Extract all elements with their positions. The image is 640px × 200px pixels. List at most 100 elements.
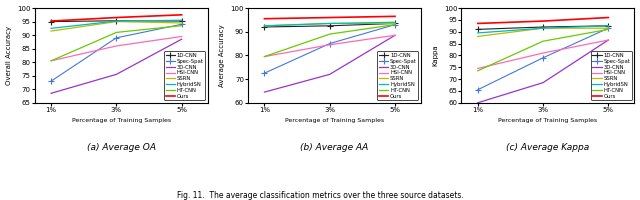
Text: (a) Average OA: (a) Average OA — [87, 143, 156, 152]
Line: 1D-CNN: 1D-CNN — [475, 23, 611, 32]
HSI-CNN — [47, 60, 55, 62]
HybridSN — [605, 25, 612, 27]
HSI-CNN — [178, 35, 186, 38]
Line: HT-CNN: HT-CNN — [478, 29, 609, 71]
Line: HSI-CNN: HSI-CNN — [478, 40, 609, 68]
3D-CNN — [605, 39, 612, 41]
Line: HT-CNN: HT-CNN — [264, 25, 395, 57]
Ours — [540, 20, 547, 22]
Legend: 1D-CNN, Spec-Spat, 3D-CNN, HSI-CNN, SSRN, HybridSN, HT-CNN, Ours: 1D-CNN, Spec-Spat, 3D-CNN, HSI-CNN, SSRN… — [164, 51, 205, 100]
Line: Spec-Spat: Spec-Spat — [49, 22, 184, 84]
Line: 3D-CNN: 3D-CNN — [264, 35, 395, 92]
3D-CNN — [47, 92, 55, 94]
Ours — [47, 20, 55, 22]
HybridSN — [113, 20, 120, 22]
SSRN — [474, 35, 482, 38]
HSI-CNN — [326, 44, 333, 46]
Line: 1D-CNN: 1D-CNN — [49, 18, 184, 24]
HT-CNN — [605, 28, 612, 31]
HybridSN — [260, 25, 268, 27]
Line: Spec-Spat: Spec-Spat — [262, 22, 398, 76]
HSI-CNN — [540, 52, 547, 54]
HybridSN — [326, 22, 333, 25]
X-axis label: Percentage of Training Samples: Percentage of Training Samples — [285, 118, 384, 123]
1D-CNN — [178, 20, 186, 22]
1D-CNN — [326, 25, 333, 27]
HybridSN — [178, 19, 186, 21]
HT-CNN — [326, 33, 333, 35]
SSRN — [391, 22, 399, 25]
Ours — [178, 14, 186, 16]
HT-CNN — [391, 23, 399, 26]
HSI-CNN — [260, 55, 268, 58]
Spec-Spat — [391, 23, 399, 26]
Line: SSRN: SSRN — [478, 28, 609, 36]
Spec-Spat — [113, 37, 120, 39]
Line: Ours: Ours — [478, 18, 609, 23]
Line: HybridSN: HybridSN — [478, 26, 609, 33]
Line: 1D-CNN: 1D-CNN — [262, 21, 398, 30]
Line: HSI-CNN: HSI-CNN — [264, 35, 395, 57]
HybridSN — [391, 21, 399, 23]
Ours — [260, 18, 268, 20]
3D-CNN — [260, 91, 268, 93]
Line: HybridSN: HybridSN — [264, 22, 395, 26]
X-axis label: Percentage of Training Samples: Percentage of Training Samples — [72, 118, 171, 123]
Ours — [326, 16, 333, 19]
HybridSN — [47, 27, 55, 30]
Spec-Spat — [540, 57, 547, 59]
HSI-CNN — [113, 45, 120, 47]
Line: Ours: Ours — [264, 16, 395, 19]
Line: HT-CNN: HT-CNN — [51, 26, 182, 61]
Spec-Spat — [178, 23, 186, 25]
Legend: 1D-CNN, Spec-Spat, 3D-CNN, HSI-CNN, SSRN, HybridSN, HT-CNN, Ours: 1D-CNN, Spec-Spat, 3D-CNN, HSI-CNN, SSRN… — [378, 51, 419, 100]
1D-CNN — [391, 22, 399, 25]
Spec-Spat — [47, 80, 55, 82]
Spec-Spat — [605, 27, 612, 29]
HT-CNN — [178, 24, 186, 27]
HybridSN — [540, 27, 547, 29]
1D-CNN — [113, 20, 120, 22]
3D-CNN — [474, 102, 482, 104]
HSI-CNN — [605, 39, 612, 41]
Line: HybridSN: HybridSN — [51, 20, 182, 28]
Y-axis label: Average Accuracy: Average Accuracy — [219, 24, 225, 87]
Text: Fig. 11.  The average classification metrics over the three source datasets.: Fig. 11. The average classification metr… — [177, 191, 463, 200]
Spec-Spat — [474, 89, 482, 91]
Text: (c) Average Kappa: (c) Average Kappa — [506, 143, 589, 152]
Spec-Spat — [326, 42, 333, 45]
Ours — [474, 22, 482, 25]
3D-CNN — [178, 38, 186, 40]
Line: SSRN: SSRN — [51, 22, 182, 31]
HybridSN — [474, 32, 482, 34]
3D-CNN — [326, 73, 333, 76]
SSRN — [540, 27, 547, 29]
SSRN — [605, 27, 612, 29]
3D-CNN — [540, 81, 547, 84]
3D-CNN — [391, 34, 399, 36]
HT-CNN — [474, 70, 482, 72]
Ours — [113, 16, 120, 19]
Y-axis label: Kappa: Kappa — [432, 45, 438, 66]
Line: Ours: Ours — [51, 15, 182, 21]
Spec-Spat — [260, 72, 268, 74]
1D-CNN — [540, 26, 547, 28]
X-axis label: Percentage of Training Samples: Percentage of Training Samples — [499, 118, 598, 123]
SSRN — [113, 20, 120, 23]
1D-CNN — [260, 26, 268, 28]
Ours — [391, 15, 399, 18]
HSI-CNN — [391, 34, 399, 36]
HT-CNN — [260, 55, 268, 58]
Line: SSRN: SSRN — [264, 23, 395, 26]
Ours — [605, 16, 612, 19]
Line: 3D-CNN: 3D-CNN — [51, 39, 182, 93]
1D-CNN — [47, 20, 55, 23]
1D-CNN — [605, 25, 612, 27]
SSRN — [47, 30, 55, 32]
Line: 3D-CNN: 3D-CNN — [478, 40, 609, 103]
HT-CNN — [47, 60, 55, 62]
HT-CNN — [113, 31, 120, 34]
Y-axis label: Overall Accuracy: Overall Accuracy — [6, 26, 12, 85]
Line: HSI-CNN: HSI-CNN — [51, 36, 182, 61]
1D-CNN — [474, 28, 482, 31]
